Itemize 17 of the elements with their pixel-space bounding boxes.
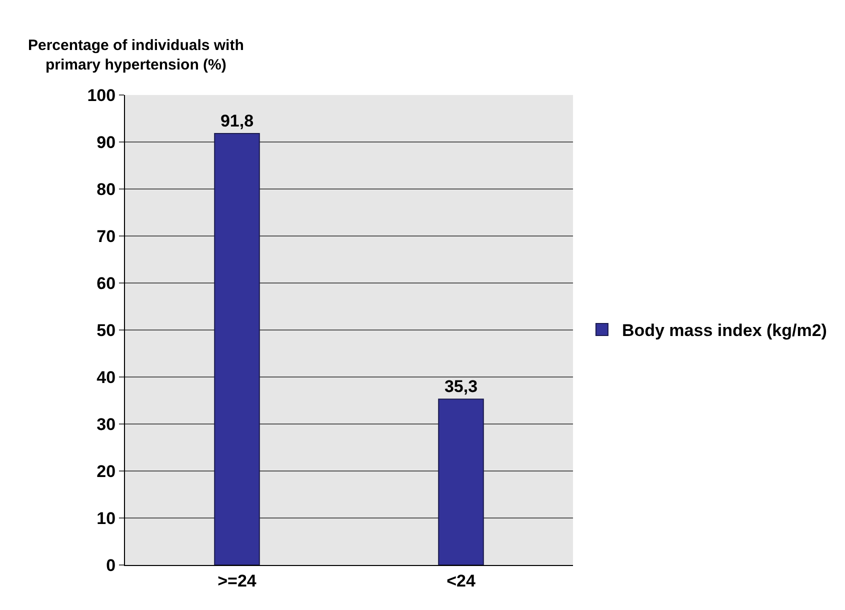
data-label: 35,3 [444, 377, 478, 396]
y-tick-label: 70 [96, 226, 116, 246]
y-tick-label: 20 [96, 462, 116, 481]
y-tick-label: 30 [96, 414, 116, 434]
x-tick-label: >=24 [218, 571, 257, 590]
y-tick-label: 50 [96, 320, 116, 340]
y-tick-label: 10 [96, 508, 116, 528]
y-tick-label: 80 [96, 180, 116, 199]
legend-label: Body mass index (kg/m2) [622, 321, 827, 340]
data-label: 91,8 [220, 112, 254, 131]
y-tick-label: 90 [96, 132, 116, 152]
x-tick-label: <24 [446, 571, 476, 590]
y-tick-label: 40 [96, 368, 116, 387]
y-tick-label: 60 [96, 274, 116, 293]
y-tick-label: 100 [87, 86, 116, 105]
y-axis-title: Percentage of individuals with primary hypertension (%) [28, 37, 244, 74]
y-tick-label: 0 [106, 556, 116, 575]
